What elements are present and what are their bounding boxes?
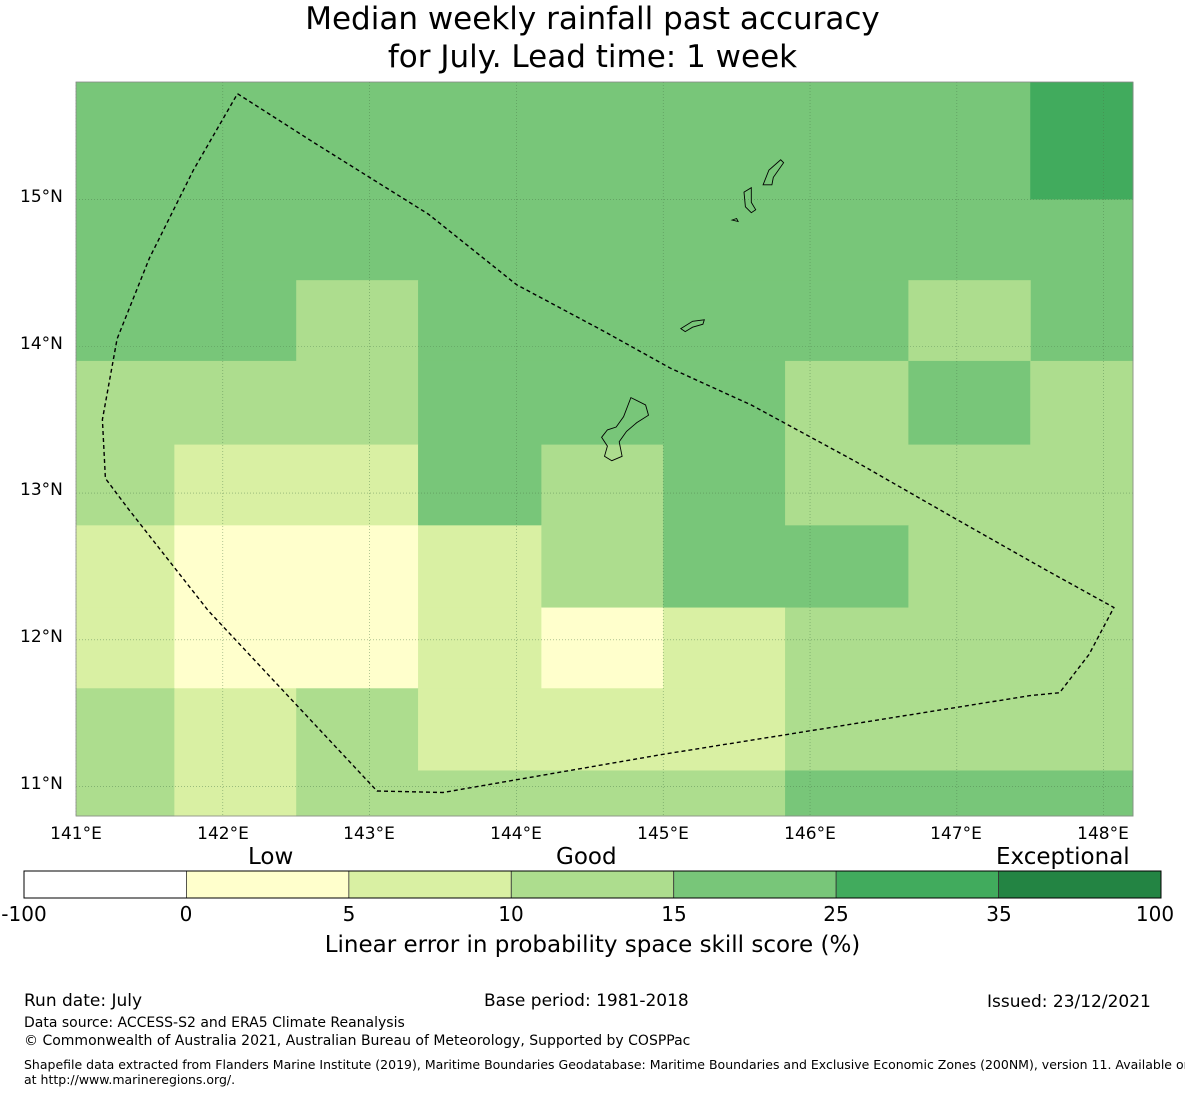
skill-cell [296,280,419,362]
colorbar-segment [348,870,512,899]
colorbar-tick: -100 [1,902,47,926]
title-line-2: for July. Lead time: 1 week [387,39,798,75]
skill-cell [174,688,297,817]
map-title: Median weekly rainfall past accuracy for… [0,0,1185,76]
lon-label-145e: 145°E [637,824,689,844]
eez-boundary [101,93,1115,794]
colorbar-segment [673,870,837,899]
title-line-1: Median weekly rainfall past accuracy [305,1,880,37]
skill-cell [418,444,542,526]
skill-cell [418,280,909,362]
skill-cell [785,360,909,446]
colorbar-tick: 15 [661,902,687,926]
skill-cell [76,280,297,362]
category-exceptional: Exceptional [996,844,1130,870]
island-outline [601,396,650,462]
skill-cell [663,607,786,689]
skill-cell [541,607,664,689]
shapefile-credit-line-1: Shapefile data extracted from Flanders M… [24,1057,1185,1072]
colorbar [23,870,1162,899]
lat-label-12n: 12°N [20,627,63,647]
lon-label-146e: 146°E [784,824,836,844]
lon-label-142e: 142°E [197,824,249,844]
skill-cell [541,525,664,609]
skill-cell [418,688,786,771]
skill-cell [418,525,542,609]
lat-label-15n: 15°N [20,187,63,207]
island-outlines [601,159,785,462]
lat-label-11n: 11°N [20,774,63,794]
lat-label-13n: 13°N [20,480,63,500]
lon-label-144e: 144°E [490,824,542,844]
skill-cell [76,525,175,609]
issued-date: Issued: 23/12/2021 [987,992,1151,1012]
colorbar-frame [23,870,1162,899]
skill-cell [663,444,786,526]
colorbar-title: Linear error in probability space skill … [324,932,861,958]
colorbar-tick: 5 [342,902,356,926]
colorbar-tick: 25 [823,902,849,926]
shapefile-credit-line-2: at http://www.marineregions.org/. [24,1072,236,1087]
lon-label-143e: 143°E [343,824,395,844]
skill-cell [76,444,175,526]
colorbar-tick: 0 [179,902,193,926]
lon-label-148e: 148°E [1077,824,1129,844]
colorbar-segment [186,870,350,899]
lon-label-141e: 141°E [50,824,102,844]
skill-cell [76,607,175,689]
island-outline [679,319,705,333]
skill-cell [418,607,542,689]
run-date: Run date: July [24,991,143,1011]
island-outline [762,159,785,186]
skill-cell [174,607,419,689]
skill-cell [418,360,786,446]
colorbar-tick: 35 [986,902,1012,926]
map-frame [75,81,1134,817]
shapefile-credit: Shapefile data extracted from Flanders M… [24,1057,1185,1087]
skill-cell [541,444,664,526]
skill-cell [76,360,419,446]
copyright: © Commonwealth of Australia 2021, Austra… [24,1033,691,1049]
colorbar-segment [835,870,999,899]
skill-cell [296,770,786,817]
skill-cell [663,525,909,609]
skill-grid-cells [76,82,1134,817]
category-good: Good [556,844,617,870]
colorbar-tick: 100 [1135,902,1175,926]
skill-cell [1030,199,1134,362]
skill-cell [76,82,1031,281]
lon-label-147e: 147°E [930,824,982,844]
category-low: Low [248,844,294,870]
skill-cell [1030,360,1134,446]
colorbar-tick: 10 [498,902,524,926]
skill-cell [908,525,1134,609]
colorbar-segment [998,870,1162,899]
base-period: Base period: 1981-2018 [484,991,689,1011]
skill-cell [908,280,1031,362]
skill-cell [908,360,1031,446]
skill-cell [785,444,1134,526]
data-source: Data source: ACCESS-S2 and ERA5 Climate … [24,1015,405,1031]
skill-cell [1030,82,1134,200]
colorbar-segment [23,870,187,899]
skill-cell [76,688,175,817]
island-outline [743,186,757,214]
skill-cell [296,688,419,771]
island-outline [730,217,739,223]
skill-cell [174,525,419,609]
lat-label-14n: 14°N [20,334,63,354]
skill-cell [174,444,419,526]
skill-cell [785,607,1134,689]
skill-cell [785,688,1134,771]
skill-cell [785,770,1134,817]
colorbar-segment [510,870,675,899]
